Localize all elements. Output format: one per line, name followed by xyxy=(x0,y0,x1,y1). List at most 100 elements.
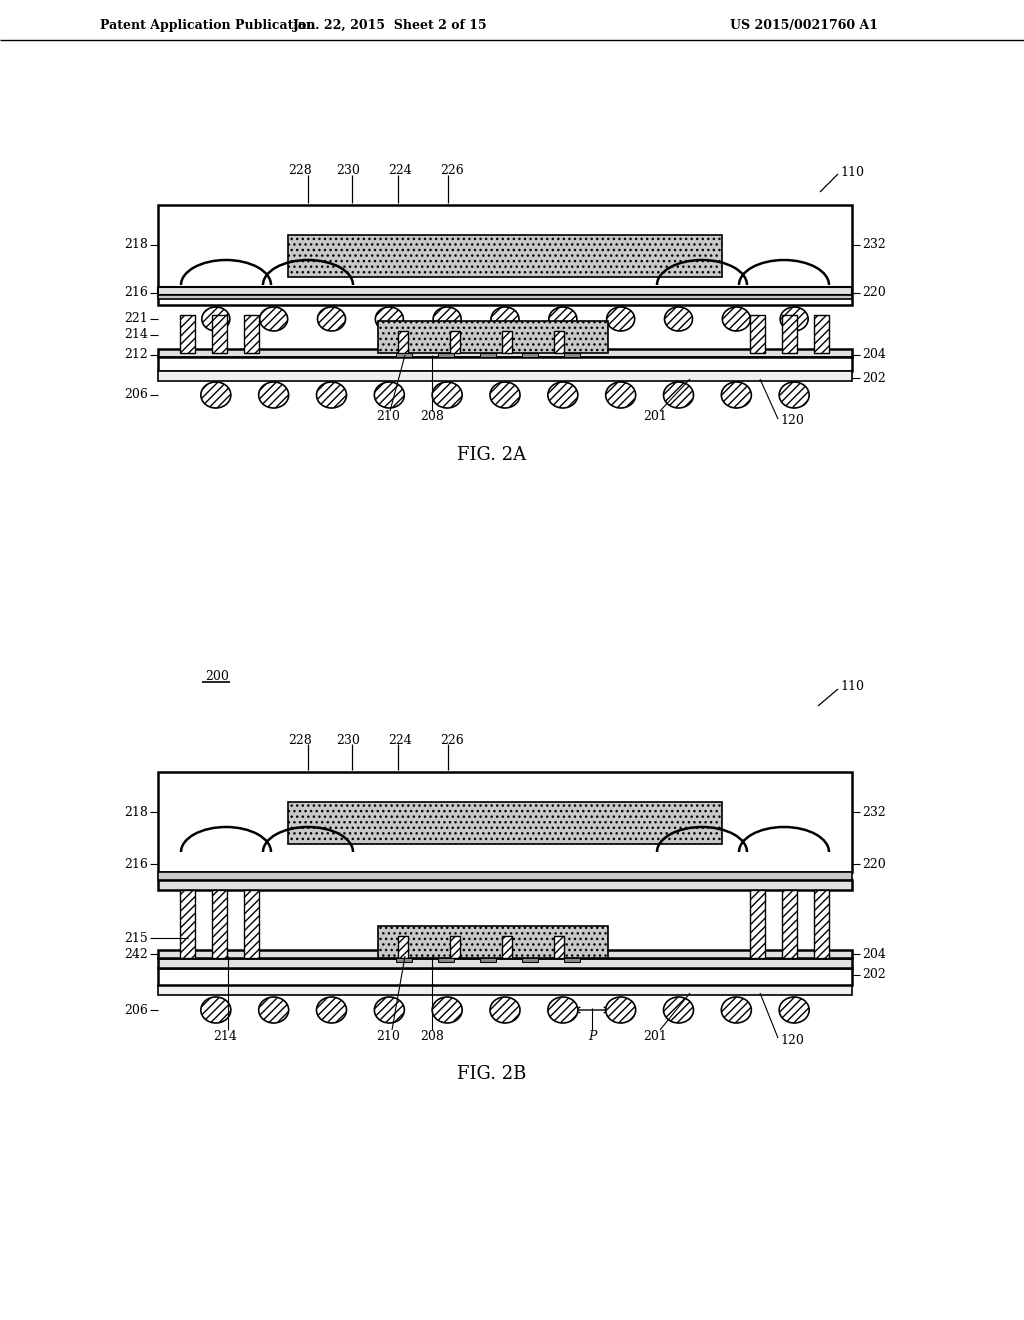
Text: FIG. 2A: FIG. 2A xyxy=(458,446,526,465)
Ellipse shape xyxy=(260,308,288,331)
Bar xyxy=(158,356,852,371)
Text: 224: 224 xyxy=(388,165,412,177)
Bar xyxy=(158,772,852,873)
Bar xyxy=(158,294,852,300)
Bar xyxy=(158,371,852,381)
Bar xyxy=(438,958,454,962)
Text: 110: 110 xyxy=(840,681,864,693)
Text: 201: 201 xyxy=(643,411,667,424)
Bar xyxy=(158,880,852,890)
Ellipse shape xyxy=(665,308,692,331)
Bar xyxy=(378,927,608,958)
Text: 201: 201 xyxy=(643,1030,667,1043)
Bar xyxy=(158,985,852,995)
Text: 232: 232 xyxy=(862,805,886,818)
Text: 215: 215 xyxy=(124,932,148,945)
Bar xyxy=(158,950,852,958)
Bar xyxy=(564,352,580,356)
Text: 210: 210 xyxy=(376,411,400,424)
Text: 216: 216 xyxy=(124,286,148,300)
Bar xyxy=(438,352,454,356)
Ellipse shape xyxy=(432,381,462,408)
Text: 206: 206 xyxy=(124,1003,148,1016)
Bar xyxy=(450,936,460,958)
Bar xyxy=(554,331,564,352)
Ellipse shape xyxy=(721,381,752,408)
Ellipse shape xyxy=(780,308,808,331)
Ellipse shape xyxy=(375,997,404,1023)
Bar xyxy=(288,803,722,843)
Ellipse shape xyxy=(606,308,635,331)
Text: 120: 120 xyxy=(780,1034,804,1047)
Bar xyxy=(750,315,765,352)
Text: 110: 110 xyxy=(840,165,864,178)
Text: 214: 214 xyxy=(213,1030,237,1043)
Ellipse shape xyxy=(779,381,809,408)
Ellipse shape xyxy=(316,997,346,1023)
Bar xyxy=(378,321,608,352)
Bar xyxy=(522,958,538,962)
Text: 218: 218 xyxy=(124,805,148,818)
Bar xyxy=(396,958,412,962)
Bar xyxy=(212,890,227,958)
Ellipse shape xyxy=(201,381,230,408)
Bar xyxy=(288,235,722,277)
Bar xyxy=(564,958,580,962)
Text: Patent Application Publication: Patent Application Publication xyxy=(100,18,315,32)
Ellipse shape xyxy=(433,308,461,331)
Text: 242: 242 xyxy=(124,948,148,961)
Ellipse shape xyxy=(375,381,404,408)
Text: 202: 202 xyxy=(862,371,886,384)
Bar xyxy=(450,331,460,352)
Text: US 2015/0021760 A1: US 2015/0021760 A1 xyxy=(730,18,878,32)
Ellipse shape xyxy=(548,997,578,1023)
Ellipse shape xyxy=(548,381,578,408)
Text: 232: 232 xyxy=(862,239,886,252)
Text: 212: 212 xyxy=(124,348,148,362)
Bar xyxy=(244,315,259,352)
Text: 226: 226 xyxy=(440,165,464,177)
Bar xyxy=(480,352,496,356)
Ellipse shape xyxy=(202,308,229,331)
Bar xyxy=(480,958,496,962)
Text: 218: 218 xyxy=(124,239,148,252)
Text: 224: 224 xyxy=(388,734,412,747)
Bar xyxy=(814,890,829,958)
Ellipse shape xyxy=(664,997,693,1023)
Bar xyxy=(398,331,408,352)
Ellipse shape xyxy=(664,381,693,408)
Ellipse shape xyxy=(259,997,289,1023)
Text: 214: 214 xyxy=(124,329,148,342)
Text: 220: 220 xyxy=(862,286,886,300)
Ellipse shape xyxy=(317,308,345,331)
Bar xyxy=(554,936,564,958)
Text: 221: 221 xyxy=(124,313,148,326)
Bar xyxy=(502,331,512,352)
Bar xyxy=(244,890,259,958)
Text: 208: 208 xyxy=(420,1030,444,1043)
Ellipse shape xyxy=(722,308,751,331)
Ellipse shape xyxy=(259,381,289,408)
Ellipse shape xyxy=(490,381,520,408)
Ellipse shape xyxy=(605,381,636,408)
Bar xyxy=(158,873,852,880)
Bar xyxy=(782,890,797,958)
Ellipse shape xyxy=(490,308,519,331)
Ellipse shape xyxy=(779,997,809,1023)
Bar xyxy=(396,352,412,356)
Ellipse shape xyxy=(605,997,636,1023)
Text: 228: 228 xyxy=(288,734,312,747)
Text: 226: 226 xyxy=(440,734,464,747)
Text: Jan. 22, 2015  Sheet 2 of 15: Jan. 22, 2015 Sheet 2 of 15 xyxy=(293,18,487,32)
Text: 200: 200 xyxy=(205,671,229,684)
Bar xyxy=(522,352,538,356)
Bar xyxy=(212,315,227,352)
Bar xyxy=(782,315,797,352)
Bar xyxy=(750,890,765,958)
Text: 204: 204 xyxy=(862,948,886,961)
Bar xyxy=(158,958,852,968)
Ellipse shape xyxy=(376,308,403,331)
Text: FIG. 2B: FIG. 2B xyxy=(458,1065,526,1082)
Text: 230: 230 xyxy=(336,165,360,177)
Bar xyxy=(814,315,829,352)
